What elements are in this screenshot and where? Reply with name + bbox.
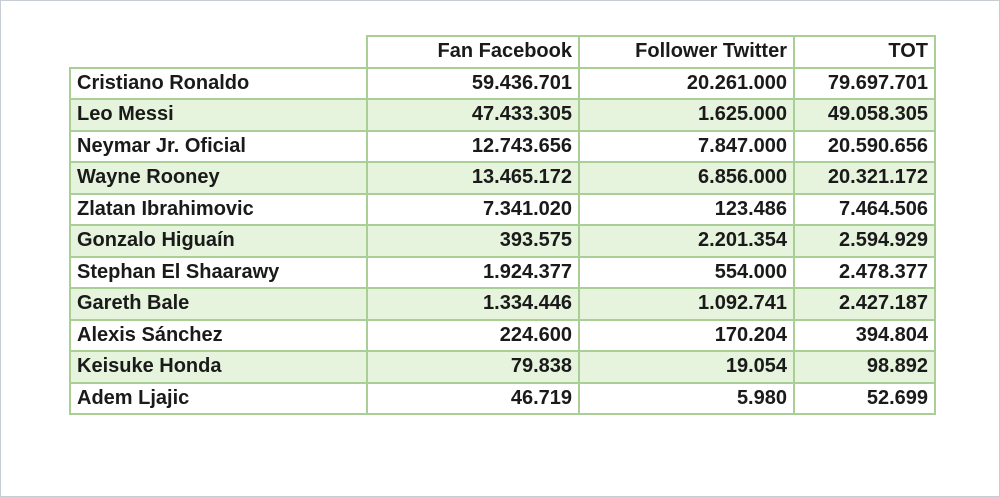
facebook-fans: 1.334.446 bbox=[366, 287, 580, 321]
twitter-followers: 7.847.000 bbox=[578, 129, 795, 163]
header-total: TOT bbox=[793, 35, 936, 69]
total-count: 7.464.506 bbox=[793, 192, 936, 226]
facebook-fans: 224.600 bbox=[366, 318, 580, 352]
player-name: Wayne Rooney bbox=[69, 161, 368, 195]
player-name: Neymar Jr. Oficial bbox=[69, 129, 368, 163]
total-count: 2.594.929 bbox=[793, 224, 936, 258]
table-row: Alexis Sánchez 224.600 170.204 394.804 bbox=[69, 318, 936, 352]
twitter-followers: 6.856.000 bbox=[578, 161, 795, 195]
twitter-followers: 123.486 bbox=[578, 192, 795, 226]
facebook-fans: 393.575 bbox=[366, 224, 580, 258]
table-row: Neymar Jr. Oficial 12.743.656 7.847.000 … bbox=[69, 129, 936, 163]
table-row: Keisuke Honda 79.838 19.054 98.892 bbox=[69, 350, 936, 384]
total-count: 394.804 bbox=[793, 318, 936, 352]
facebook-fans: 47.433.305 bbox=[366, 98, 580, 132]
player-name: Cristiano Ronaldo bbox=[69, 66, 368, 100]
header-empty-cell bbox=[70, 36, 368, 69]
twitter-followers: 1.092.741 bbox=[578, 287, 795, 321]
total-count: 20.590.656 bbox=[793, 129, 936, 163]
total-count: 49.058.305 bbox=[793, 98, 936, 132]
player-name: Stephan El Shaarawy bbox=[69, 255, 368, 289]
total-count: 2.427.187 bbox=[793, 287, 936, 321]
player-name: Adem Ljajic bbox=[69, 381, 368, 415]
followers-table: Fan Facebook Follower Twitter TOT Cristi… bbox=[69, 35, 936, 415]
table-row: Adem Ljajic 46.719 5.980 52.699 bbox=[69, 381, 936, 415]
total-count: 52.699 bbox=[793, 381, 936, 415]
table-row: Wayne Rooney 13.465.172 6.856.000 20.321… bbox=[69, 161, 936, 195]
player-name: Zlatan Ibrahimovic bbox=[69, 192, 368, 226]
header-facebook: Fan Facebook bbox=[366, 35, 580, 69]
table-row: Cristiano Ronaldo 59.436.701 20.261.000 … bbox=[69, 66, 936, 100]
table-row: Stephan El Shaarawy 1.924.377 554.000 2.… bbox=[69, 255, 936, 289]
twitter-followers: 170.204 bbox=[578, 318, 795, 352]
total-count: 79.697.701 bbox=[793, 66, 936, 100]
twitter-followers: 20.261.000 bbox=[578, 66, 795, 100]
player-name: Keisuke Honda bbox=[69, 350, 368, 384]
total-count: 98.892 bbox=[793, 350, 936, 384]
facebook-fans: 1.924.377 bbox=[366, 255, 580, 289]
facebook-fans: 13.465.172 bbox=[366, 161, 580, 195]
facebook-fans: 12.743.656 bbox=[366, 129, 580, 163]
table-row: Gareth Bale 1.334.446 1.092.741 2.427.18… bbox=[69, 287, 936, 321]
total-count: 2.478.377 bbox=[793, 255, 936, 289]
player-name: Leo Messi bbox=[69, 98, 368, 132]
twitter-followers: 554.000 bbox=[578, 255, 795, 289]
player-name: Gonzalo Higuaín bbox=[69, 224, 368, 258]
twitter-followers: 5.980 bbox=[578, 381, 795, 415]
header-twitter: Follower Twitter bbox=[578, 35, 795, 69]
player-name: Alexis Sánchez bbox=[69, 318, 368, 352]
twitter-followers: 2.201.354 bbox=[578, 224, 795, 258]
facebook-fans: 59.436.701 bbox=[366, 66, 580, 100]
table-row: Leo Messi 47.433.305 1.625.000 49.058.30… bbox=[69, 98, 936, 132]
table-row: Zlatan Ibrahimovic 7.341.020 123.486 7.4… bbox=[69, 192, 936, 226]
table-row: Gonzalo Higuaín 393.575 2.201.354 2.594.… bbox=[69, 224, 936, 258]
player-name: Gareth Bale bbox=[69, 287, 368, 321]
facebook-fans: 46.719 bbox=[366, 381, 580, 415]
facebook-fans: 7.341.020 bbox=[366, 192, 580, 226]
facebook-fans: 79.838 bbox=[366, 350, 580, 384]
twitter-followers: 1.625.000 bbox=[578, 98, 795, 132]
total-count: 20.321.172 bbox=[793, 161, 936, 195]
header-row: Fan Facebook Follower Twitter TOT bbox=[70, 35, 936, 69]
twitter-followers: 19.054 bbox=[578, 350, 795, 384]
